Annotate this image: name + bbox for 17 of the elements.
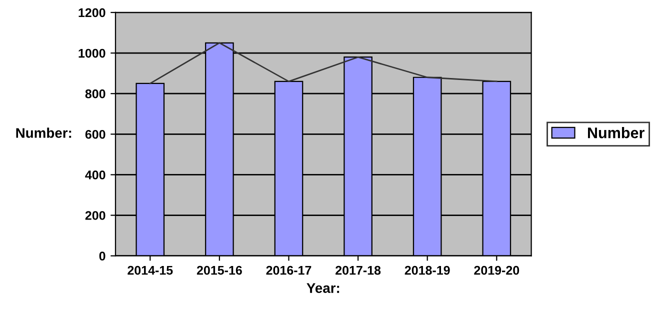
legend-label: Number — [588, 127, 644, 138]
line-series — [149, 42, 498, 84]
y-tick-label: 1000 — [78, 48, 106, 58]
y-tick-label: 600 — [85, 130, 106, 139]
x-tick-label: 2019-20 — [474, 266, 520, 275]
y-axis-title: Number: — [16, 128, 72, 138]
y-tick-label: 200 — [85, 211, 106, 220]
y-tick-label: 1200 — [78, 8, 106, 18]
y-tick-label: 0 — [99, 252, 106, 260]
x-tick-label: 2014-15 — [128, 266, 173, 275]
x-axis-title: Year: — [306, 283, 340, 293]
x-tick-label: 2018-19 — [404, 266, 450, 275]
x-tick-label: 2015-16 — [196, 266, 242, 275]
x-tick-label: 2017-18 — [336, 266, 381, 275]
y-tick-label: 800 — [85, 89, 106, 98]
x-tick-label: 2016-17 — [266, 266, 312, 275]
y-tick-label: 400 — [85, 170, 106, 180]
